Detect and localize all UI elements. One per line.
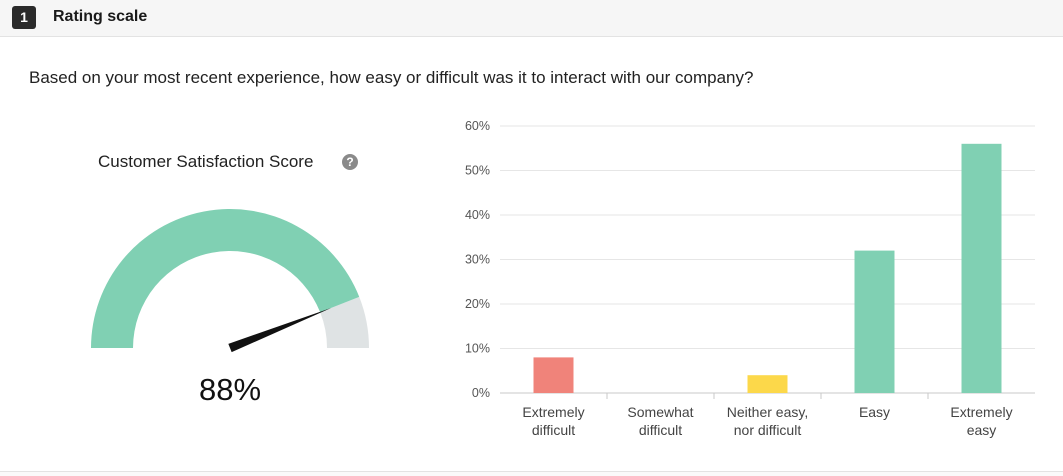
y-tick-label: 60%	[465, 119, 490, 133]
rating-bar-chart: 0% 10% 20% 30% 40% 50% 60% Extremely difficult So…	[465, 119, 1035, 438]
x-tick-label: Extremely	[522, 404, 584, 420]
gauge-fill-arc	[91, 209, 360, 348]
y-tick-label: 30%	[465, 253, 490, 267]
bar[interactable]	[854, 250, 895, 393]
x-tick-label: Extremely	[950, 404, 1012, 420]
x-tick-label: nor difficult	[734, 422, 802, 438]
gauge-remaining-arc	[320, 296, 369, 348]
y-tick-label: 40%	[465, 208, 490, 222]
section-divider	[0, 471, 1063, 476]
csat-label: Customer Satisfaction Score	[98, 152, 314, 171]
bar[interactable]	[533, 357, 574, 393]
y-tick-label: 20%	[465, 297, 490, 311]
x-tick-label: Neither easy,	[727, 404, 808, 420]
x-tick-label: easy	[967, 422, 997, 438]
y-tick-label: 50%	[465, 164, 490, 178]
y-tick-label: 0%	[472, 386, 490, 400]
question-header: 1 Rating scale	[0, 0, 1063, 37]
csat-gauge	[91, 209, 369, 353]
question-number-badge: 1	[12, 6, 36, 29]
question-circle-icon[interactable]: ?	[342, 154, 358, 170]
x-tick-label: difficult	[532, 422, 575, 438]
x-tick-label: difficult	[639, 422, 682, 438]
question-type-label: Rating scale	[53, 8, 148, 25]
bar[interactable]	[747, 375, 788, 393]
csat-value: 88%	[198, 372, 262, 407]
bar[interactable]	[961, 143, 1002, 393]
x-tick-label: Easy	[859, 404, 890, 420]
x-tick-label: Somewhat	[627, 404, 693, 420]
question-text: Based on your most recent experience, ho…	[29, 68, 754, 87]
gauge-needle	[228, 307, 332, 353]
y-tick-label: 10%	[465, 342, 490, 356]
